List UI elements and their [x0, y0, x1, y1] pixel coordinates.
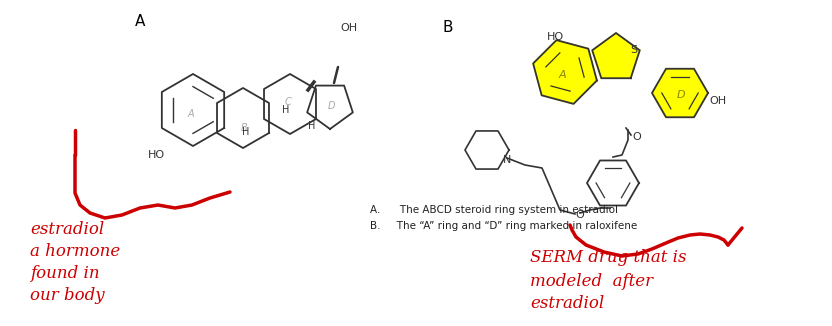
Polygon shape — [533, 40, 597, 104]
Text: A: A — [558, 70, 566, 80]
Text: A: A — [135, 14, 146, 29]
Text: modeled  after: modeled after — [530, 273, 653, 289]
Polygon shape — [652, 69, 708, 117]
Text: D: D — [676, 90, 686, 100]
Polygon shape — [592, 33, 640, 78]
Text: HO: HO — [547, 32, 564, 42]
Text: a hormone: a hormone — [30, 244, 121, 260]
Text: H: H — [309, 121, 315, 131]
Text: H: H — [242, 127, 250, 137]
Text: A: A — [188, 109, 195, 119]
Text: estradiol: estradiol — [530, 295, 604, 313]
Text: SERM drug that is: SERM drug that is — [530, 249, 686, 266]
Text: our body: our body — [30, 288, 105, 304]
Text: O: O — [576, 210, 584, 220]
Text: H: H — [282, 105, 290, 115]
Text: B: B — [240, 123, 247, 133]
Text: estradiol: estradiol — [30, 221, 104, 239]
Text: B: B — [443, 21, 453, 36]
Text: A.      The ABCD steroid ring system in estradiol: A. The ABCD steroid ring system in estra… — [370, 205, 618, 215]
Text: D: D — [327, 101, 334, 111]
Text: found in: found in — [30, 265, 100, 283]
Text: HO: HO — [148, 150, 165, 160]
Text: OH: OH — [709, 96, 726, 106]
Text: B.     The “A” ring and “D” ring marked in raloxifene: B. The “A” ring and “D” ring marked in r… — [370, 221, 637, 231]
Text: N: N — [503, 155, 511, 165]
Text: S: S — [631, 45, 637, 55]
Text: C: C — [285, 97, 291, 107]
Text: O: O — [632, 132, 641, 142]
Text: OH: OH — [340, 23, 357, 33]
